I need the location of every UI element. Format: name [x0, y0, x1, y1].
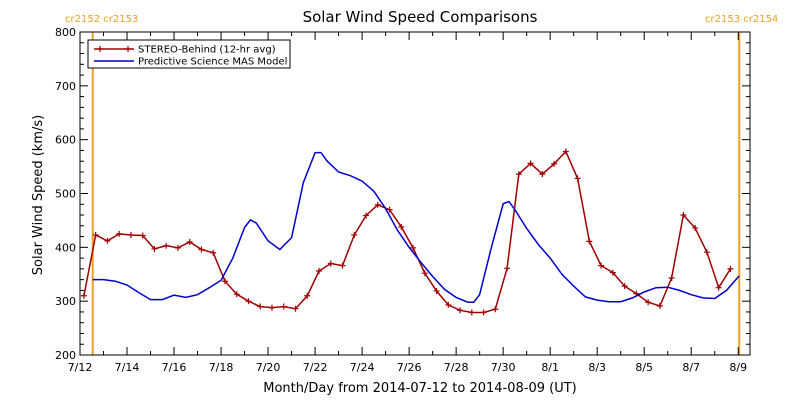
data-point — [562, 148, 569, 155]
data-point — [174, 244, 181, 251]
series-line — [92, 151, 740, 303]
data-point — [327, 260, 334, 267]
y-tick-label: 300 — [55, 295, 76, 308]
data-point — [304, 292, 311, 299]
data-point — [398, 223, 405, 230]
data-point — [727, 265, 734, 272]
x-tick-label: 7/18 — [209, 361, 234, 374]
data-point — [527, 160, 534, 167]
carrington-markers: cr2152 cr2153 cr2153 cr2154 — [65, 14, 778, 355]
data-point — [292, 305, 299, 312]
x-axis-label: Month/Day from 2014-07-12 to 2014-08-09 … — [263, 381, 576, 396]
data-point — [257, 303, 264, 310]
data-point — [680, 212, 687, 219]
data-point — [586, 238, 593, 245]
data-point — [92, 231, 99, 238]
data-point — [421, 270, 428, 277]
chart-title: Solar Wind Speed Comparisons — [303, 8, 538, 26]
legend-marker — [97, 46, 103, 52]
x-tick-label: 8/3 — [588, 361, 606, 374]
data-point — [715, 284, 722, 291]
data-point — [268, 304, 275, 311]
data-point — [374, 201, 381, 208]
x-tick-label: 7/26 — [397, 361, 422, 374]
legend-label: Predictive Science MAS Model — [138, 57, 287, 68]
data-point — [339, 262, 346, 269]
data-point — [163, 242, 170, 249]
y-tick-label: 600 — [55, 134, 76, 147]
data-point — [139, 232, 146, 239]
data-point — [410, 244, 417, 251]
data-point — [363, 212, 370, 219]
x-tick-label: 7/20 — [256, 361, 281, 374]
y-axis-label: Solar Wind Speed (km/s) — [31, 115, 46, 275]
legend-box — [87, 39, 291, 69]
data-point — [645, 299, 652, 306]
x-tick-label: 8/9 — [729, 361, 747, 374]
data-point — [445, 301, 452, 308]
data-point — [468, 309, 475, 316]
data-point — [245, 298, 252, 305]
data-point — [151, 245, 158, 252]
data-point — [433, 287, 440, 294]
x-tick-label: 8/5 — [635, 361, 653, 374]
data-point — [480, 309, 487, 316]
y-tick-label: 700 — [55, 80, 76, 93]
y-tick-label: 400 — [55, 241, 76, 254]
data-point — [116, 230, 123, 237]
data-point — [656, 303, 663, 310]
plot-frame — [79, 31, 751, 356]
x-tick-label: 7/24 — [350, 361, 375, 374]
data-point — [692, 224, 699, 231]
data-point — [280, 303, 287, 310]
legend-marker — [125, 46, 131, 52]
data-point — [186, 238, 193, 245]
data-point — [351, 231, 358, 238]
data-point — [492, 306, 499, 313]
data-point — [621, 283, 628, 290]
data-point — [539, 171, 546, 178]
data-point — [515, 171, 522, 178]
data-point — [316, 268, 323, 275]
data-point — [80, 292, 87, 299]
data-point — [233, 291, 240, 298]
legend: STEREO-Behind (12-hr avg)Predictive Scie… — [87, 39, 291, 69]
data-point — [574, 175, 581, 182]
data-point — [504, 265, 511, 272]
y-tick-label: 800 — [55, 26, 76, 39]
x-tick-label: 7/16 — [162, 361, 187, 374]
data-point — [598, 262, 605, 269]
data-point — [609, 269, 616, 276]
data-point — [703, 249, 710, 256]
data-point — [198, 246, 205, 253]
x-tick-label: 7/14 — [115, 361, 140, 374]
data-point — [551, 160, 558, 167]
carrington-label: cr2152 cr2153 — [65, 14, 138, 25]
x-tick-label: 8/7 — [682, 361, 700, 374]
data-point — [457, 307, 464, 314]
carrington-label: cr2153 cr2154 — [705, 14, 778, 25]
data-point — [104, 237, 111, 244]
x-tick-label: 7/28 — [444, 361, 469, 374]
axes: 200 300 400 500 600 700 800 7/12 7/14 7/16 7/18 7/2… — [55, 26, 751, 374]
x-tick-label: 7/22 — [303, 361, 328, 374]
data-point — [668, 275, 675, 282]
series-line — [83, 150, 732, 314]
data-point — [210, 249, 217, 256]
data-point — [386, 206, 393, 213]
legend-label: STEREO-Behind (12-hr avg) — [138, 45, 276, 56]
y-tick-label: 200 — [55, 349, 76, 362]
x-tick-label: 7/30 — [491, 361, 516, 374]
data-point — [127, 231, 134, 238]
data-point — [221, 278, 228, 285]
series-layer — [80, 148, 740, 316]
y-tick-label: 500 — [55, 188, 76, 201]
x-tick-label: 8/1 — [541, 361, 559, 374]
x-tick-label: 7/12 — [68, 361, 93, 374]
